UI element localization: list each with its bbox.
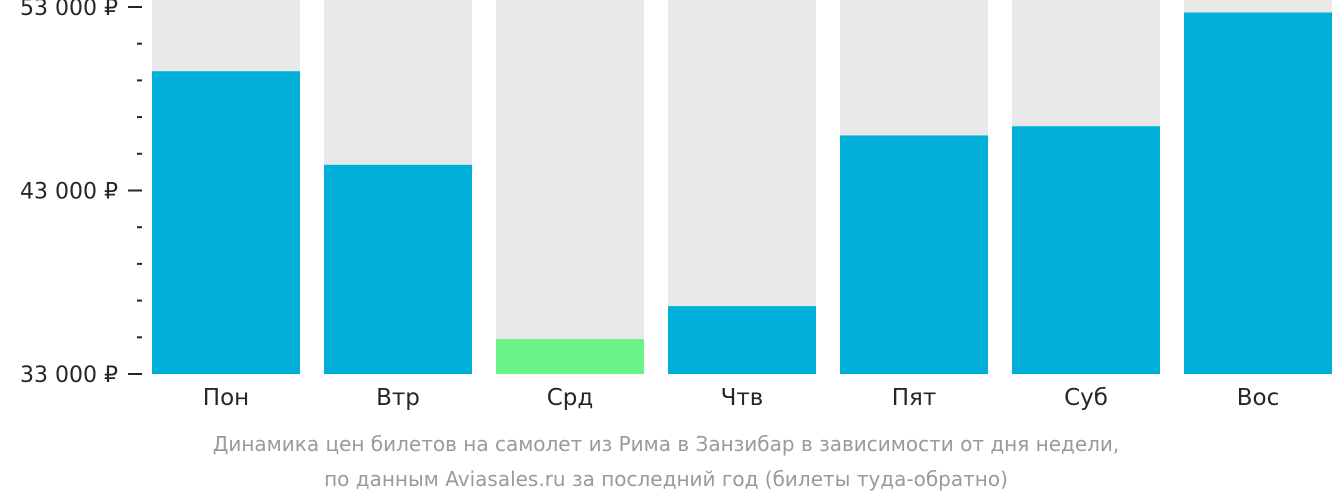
bar bbox=[668, 306, 816, 374]
bar bbox=[1012, 126, 1160, 375]
x-tick-label: Суб bbox=[1064, 385, 1108, 411]
bar bbox=[496, 339, 644, 374]
y-tick-label: 33 000 ₽ bbox=[20, 363, 118, 388]
chart-caption-line-2: по данным Aviasales.ru за последний год … bbox=[324, 467, 1008, 491]
x-tick-label: Втр bbox=[376, 385, 420, 411]
bar bbox=[324, 164, 472, 374]
chart-caption-line-1: Динамика цен билетов на самолет из Рима … bbox=[212, 432, 1120, 456]
x-tick-label: Пят bbox=[892, 385, 937, 411]
x-tick-label: Срд bbox=[547, 385, 594, 411]
y-tick-label: 43 000 ₽ bbox=[20, 180, 118, 205]
x-tick-label: Вос bbox=[1237, 385, 1280, 411]
bar-track bbox=[496, 0, 644, 374]
bar bbox=[1184, 12, 1332, 374]
bar bbox=[152, 71, 300, 374]
bar bbox=[840, 135, 988, 374]
y-tick-label: 53 000 ₽ bbox=[20, 0, 118, 21]
x-tick-label: Пон bbox=[203, 385, 249, 411]
x-tick-label: Чтв bbox=[721, 385, 764, 411]
